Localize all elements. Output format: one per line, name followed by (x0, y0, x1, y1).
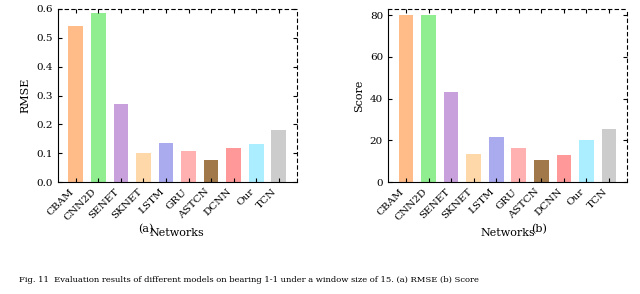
Bar (271, 130, 286, 182)
Bar (467, 154, 481, 182)
Bar (421, 15, 436, 182)
Bar (136, 153, 151, 182)
Bar (204, 160, 218, 182)
Bar (249, 144, 264, 182)
Bar (159, 143, 173, 182)
Bar (511, 148, 526, 182)
Bar (557, 155, 572, 182)
X-axis label: Networks: Networks (480, 228, 535, 238)
Bar (602, 129, 616, 182)
Text: (b): (b) (531, 224, 547, 234)
Y-axis label: RMSE: RMSE (20, 78, 31, 113)
Text: (a): (a) (138, 224, 154, 234)
Bar (227, 148, 241, 182)
Bar (534, 160, 548, 182)
Bar (68, 26, 83, 182)
Bar (91, 13, 106, 182)
Bar (489, 137, 504, 182)
Bar (113, 104, 128, 182)
Bar (444, 92, 458, 182)
Bar (399, 15, 413, 182)
Y-axis label: Score: Score (354, 79, 364, 112)
Bar (181, 151, 196, 182)
X-axis label: Networks: Networks (150, 228, 205, 238)
Bar (579, 141, 594, 182)
Text: Fig. 11  Evaluation results of different models on bearing 1-1 under a window si: Fig. 11 Evaluation results of different … (19, 276, 479, 284)
